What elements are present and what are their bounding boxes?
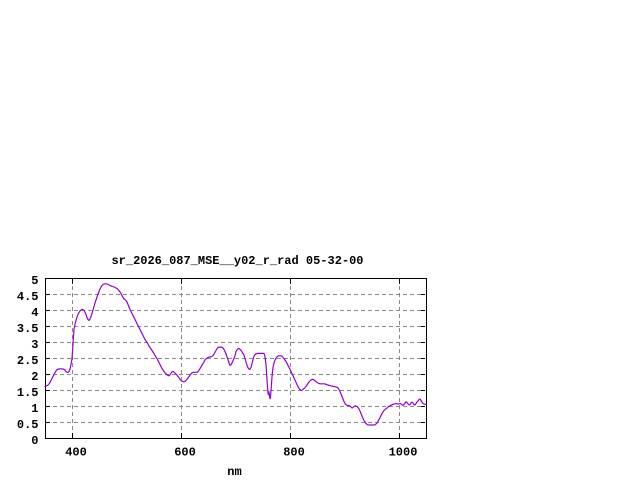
svg-text:800: 800 [283, 446, 305, 460]
svg-text:0.5: 0.5 [17, 418, 39, 432]
svg-text:400: 400 [65, 446, 87, 460]
svg-text:5: 5 [31, 274, 38, 288]
svg-text:0: 0 [31, 434, 38, 448]
svg-text:2: 2 [31, 370, 38, 384]
svg-text:1000: 1000 [389, 446, 418, 460]
svg-text:3.5: 3.5 [17, 322, 39, 336]
svg-text:4.5: 4.5 [17, 290, 39, 304]
svg-text:sr_2026_087_MSE__y02_r_rad 05-: sr_2026_087_MSE__y02_r_rad 05-32-00 [111, 254, 363, 268]
svg-text:1.5: 1.5 [17, 386, 39, 400]
svg-text:4: 4 [31, 306, 38, 320]
svg-text:3: 3 [31, 338, 38, 352]
svg-text:1: 1 [31, 402, 38, 416]
svg-text:600: 600 [174, 446, 196, 460]
svg-text:nm: nm [227, 465, 241, 479]
svg-text:2.5: 2.5 [17, 354, 39, 368]
